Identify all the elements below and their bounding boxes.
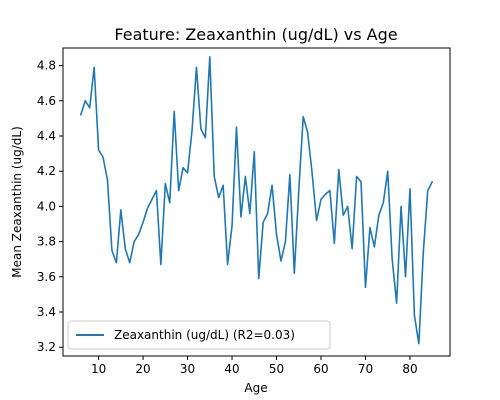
plot-frame <box>62 47 451 357</box>
series-line <box>79 55 434 345</box>
x-tick-label: 10 <box>91 362 106 376</box>
y-tick-label: 3.4 <box>37 305 56 319</box>
x-tick-label: 70 <box>358 362 373 376</box>
y-axis: 3.2 3.4 3.6 3.8 4.0 4.2 4.4 4.6 4.8 <box>37 59 63 354</box>
x-tick-label: 40 <box>224 362 239 376</box>
x-tick-label: 30 <box>180 362 195 376</box>
y-tick-label: 4.4 <box>37 129 56 143</box>
series-layer <box>79 55 434 345</box>
x-axis-label: Age <box>244 381 267 395</box>
x-axis: 10 20 30 40 50 60 70 80 <box>91 356 418 376</box>
y-tick-label: 3.6 <box>37 270 56 284</box>
y-tick-label: 3.2 <box>37 340 56 354</box>
x-tick-label: 20 <box>135 362 150 376</box>
y-tick-label: 3.8 <box>37 235 56 249</box>
legend: Zeaxanthin (ug/dL) (R2=0.03) <box>67 320 331 350</box>
y-tick-label: 4.2 <box>37 164 56 178</box>
legend-box <box>67 320 331 350</box>
y-tick-label: 4.6 <box>37 94 56 108</box>
plot-area <box>62 47 451 357</box>
x-tick-label: 80 <box>402 362 417 376</box>
chart-title: Feature: Zeaxanthin (ug/dL) vs Age <box>114 25 397 44</box>
x-tick-label: 60 <box>313 362 328 376</box>
y-tick-label: 4.8 <box>37 59 56 73</box>
x-tick-label: 50 <box>269 362 284 376</box>
y-tick-label: 4.0 <box>37 199 56 213</box>
y-axis-label: Mean Zeaxanthin (ug/dL) <box>10 126 24 278</box>
legend-label: Zeaxanthin (ug/dL) (R2=0.03) <box>114 328 295 342</box>
